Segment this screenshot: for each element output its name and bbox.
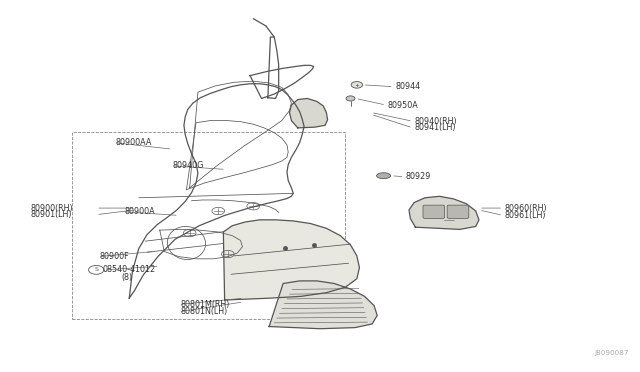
Text: 80960(RH): 80960(RH) bbox=[504, 203, 547, 212]
Text: J8090087: J8090087 bbox=[594, 350, 628, 356]
Polygon shape bbox=[223, 220, 360, 300]
Text: 80941(LH): 80941(LH) bbox=[414, 124, 456, 132]
Polygon shape bbox=[409, 196, 479, 230]
Text: 80801M(RH): 80801M(RH) bbox=[180, 300, 230, 309]
Text: 80900F: 80900F bbox=[99, 252, 129, 261]
Text: 80801N(LH): 80801N(LH) bbox=[180, 307, 227, 316]
Text: 80940(RH): 80940(RH) bbox=[414, 117, 457, 126]
Text: 08540-41012: 08540-41012 bbox=[102, 265, 156, 275]
Text: 80900(RH): 80900(RH) bbox=[31, 203, 74, 212]
Text: 80929: 80929 bbox=[406, 172, 431, 181]
Text: 80940G: 80940G bbox=[173, 161, 204, 170]
FancyBboxPatch shape bbox=[447, 205, 468, 218]
Text: S: S bbox=[94, 267, 98, 272]
Polygon shape bbox=[289, 99, 328, 128]
Text: 80944: 80944 bbox=[395, 82, 420, 91]
Text: 80900A: 80900A bbox=[125, 207, 156, 216]
Text: 80950A: 80950A bbox=[387, 100, 418, 110]
Text: 80961(LH): 80961(LH) bbox=[504, 211, 546, 220]
Text: (8): (8) bbox=[122, 273, 132, 282]
Circle shape bbox=[351, 81, 363, 88]
Polygon shape bbox=[269, 281, 377, 329]
FancyBboxPatch shape bbox=[423, 205, 445, 218]
Ellipse shape bbox=[376, 173, 390, 179]
Text: 80901(LH): 80901(LH) bbox=[31, 210, 72, 219]
Circle shape bbox=[346, 96, 355, 101]
Text: 80900AA: 80900AA bbox=[115, 138, 152, 147]
